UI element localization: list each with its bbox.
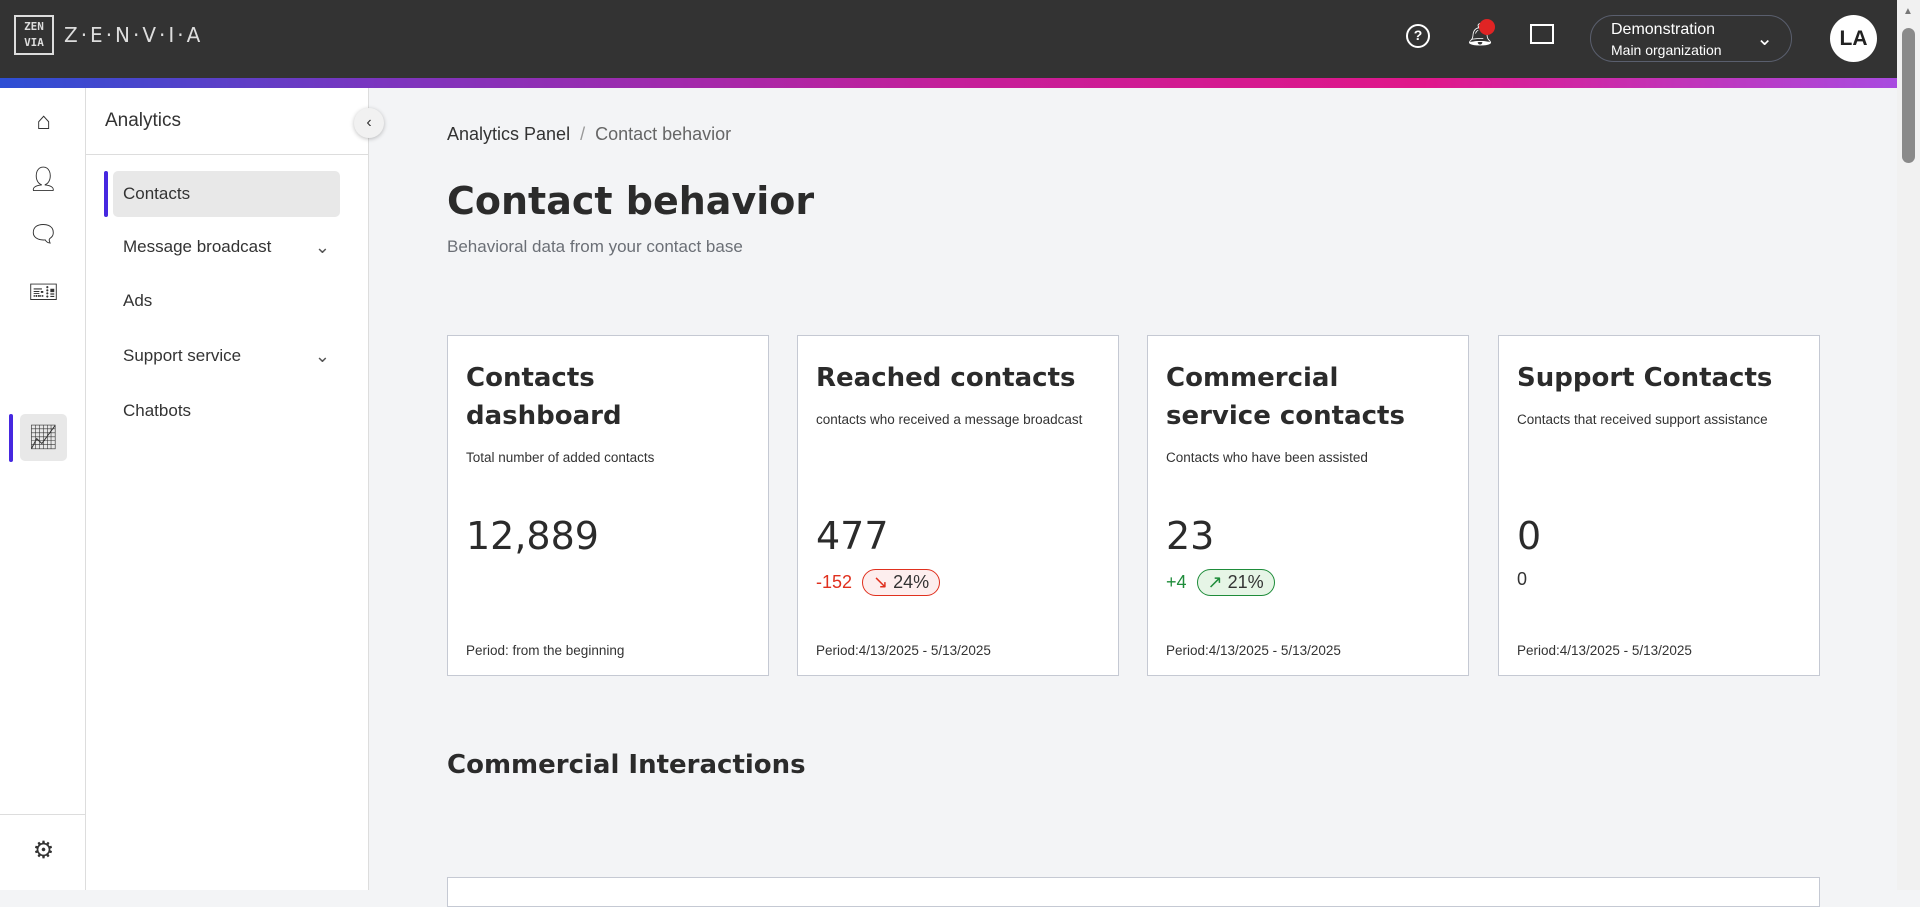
scrollbar[interactable]: ▲ bbox=[1897, 0, 1920, 890]
card-value: 477 bbox=[816, 514, 889, 558]
page-subtitle: Behavioral data from your contact base bbox=[447, 237, 743, 256]
percent-badge: ↘ 24% bbox=[862, 569, 941, 596]
gear-icon[interactable]: ⚙ bbox=[32, 837, 55, 864]
card-description: contacts who received a message broadcas… bbox=[816, 412, 1083, 427]
arrow-up-right-icon: ↗ bbox=[1207, 572, 1223, 592]
analytics-sidebar: Analytics Contacts Message broadcast ⌄ Ad… bbox=[86, 88, 369, 890]
help-icon[interactable]: ? bbox=[1406, 24, 1430, 48]
divider bbox=[86, 154, 369, 155]
sidebar-item-ads[interactable]: Ads bbox=[123, 291, 153, 310]
org-subtitle: Main organization bbox=[1611, 42, 1722, 58]
collapse-sidebar-button[interactable]: ‹ bbox=[354, 108, 384, 138]
card-description: Total number of added contacts bbox=[466, 450, 655, 465]
home-icon[interactable]: ⌂ bbox=[36, 107, 51, 135]
arrow-down-right-icon: ↘ bbox=[873, 572, 889, 592]
sidebar-item-contacts[interactable]: Contacts bbox=[113, 171, 340, 217]
chevron-down-icon: ⌄ bbox=[314, 237, 330, 257]
section-title: Commercial Interactions bbox=[447, 750, 806, 780]
sidebar-item-chatbots[interactable]: Chatbots bbox=[123, 401, 192, 420]
card-value: 0 bbox=[1517, 514, 1542, 558]
card-delta: +4 bbox=[1166, 572, 1187, 592]
sidebar-item-support-service[interactable]: Support service ⌄ bbox=[113, 333, 340, 379]
icon-rail: ⌂ 👤︎ 🗨︎ 🎫︎ 📈︎ ⚙ bbox=[0, 88, 86, 890]
card-commercial-service-contacts: Commercial service contacts Contacts who… bbox=[1147, 335, 1469, 676]
card-title: Support Contacts bbox=[1517, 363, 1773, 393]
top-header: ZEN VIA Z·E·N·V·I·A ? 🔔︎ Demonstration M… bbox=[0, 0, 1897, 78]
card-period: Period: from the beginning bbox=[466, 643, 625, 658]
scroll-up-icon[interactable]: ▲ bbox=[1903, 6, 1913, 17]
contacts-icon[interactable]: 👤︎ bbox=[28, 166, 59, 193]
gradient-bar bbox=[0, 78, 1897, 88]
card-title: Commercial service contacts bbox=[1166, 363, 1405, 431]
card-support-contacts: Support Contacts Contacts that received … bbox=[1498, 335, 1820, 676]
card-delta: -152 bbox=[816, 572, 853, 592]
sidebar-item-message-broadcast[interactable]: Message broadcast ⌄ bbox=[113, 224, 340, 270]
breadcrumb: Analytics Panel / Contact behavior bbox=[447, 124, 731, 145]
card-value: 23 bbox=[1166, 514, 1215, 558]
chat-icon[interactable]: 🗨︎ bbox=[28, 221, 59, 248]
chevron-down-icon: ⌄ bbox=[1756, 28, 1773, 50]
page-title: Contact behavior bbox=[447, 179, 815, 223]
scrollbar-thumb[interactable] bbox=[1902, 28, 1915, 163]
analytics-icon[interactable]: 📈︎ bbox=[20, 414, 67, 461]
active-indicator bbox=[104, 171, 108, 217]
breadcrumb-analytics-panel[interactable]: Analytics Panel bbox=[447, 124, 571, 144]
breadcrumb-separator: / bbox=[580, 124, 586, 144]
sidebar-title: Analytics bbox=[105, 110, 182, 131]
card-period: Period:4/13/2025 - 5/13/2025 bbox=[816, 643, 991, 658]
card-value: 12,889 bbox=[466, 514, 599, 558]
notification-badge bbox=[1479, 19, 1495, 35]
percent-badge: ↗ 21% bbox=[1196, 569, 1275, 596]
divider bbox=[0, 814, 86, 815]
org-name: Demonstration bbox=[1611, 21, 1716, 38]
commercial-interactions-card bbox=[447, 877, 1820, 907]
card-description: Contacts that received support assistanc… bbox=[1517, 412, 1768, 427]
breadcrumb-current: Contact behavior bbox=[595, 124, 732, 144]
logo-text: Z·E·N·V·I·A bbox=[64, 23, 204, 47]
ticket-icon[interactable]: 🎫︎ bbox=[28, 279, 59, 306]
logo-mark: ZEN VIA bbox=[14, 15, 54, 55]
chevron-down-icon: ⌄ bbox=[314, 346, 330, 366]
active-indicator bbox=[9, 414, 13, 462]
card-delta: 0 bbox=[1517, 569, 1528, 589]
avatar[interactable]: LA bbox=[1830, 15, 1877, 62]
card-period: Period:4/13/2025 - 5/13/2025 bbox=[1166, 643, 1341, 658]
zenvia-logo[interactable]: ZEN VIA Z·E·N·V·I·A bbox=[14, 15, 203, 55]
inbox-icon[interactable] bbox=[1530, 24, 1554, 44]
card-contacts-dashboard: Contacts dashboard Total number of added… bbox=[447, 335, 769, 676]
card-reached-contacts: Reached contacts contacts who received a… bbox=[797, 335, 1119, 676]
card-title: Reached contacts bbox=[816, 363, 1076, 393]
card-period: Period:4/13/2025 - 5/13/2025 bbox=[1517, 643, 1692, 658]
card-title: Contacts dashboard bbox=[466, 363, 622, 431]
card-description: Contacts who have been assisted bbox=[1166, 450, 1368, 465]
organization-selector[interactable]: Demonstration Main organization ⌄ bbox=[1590, 15, 1792, 62]
